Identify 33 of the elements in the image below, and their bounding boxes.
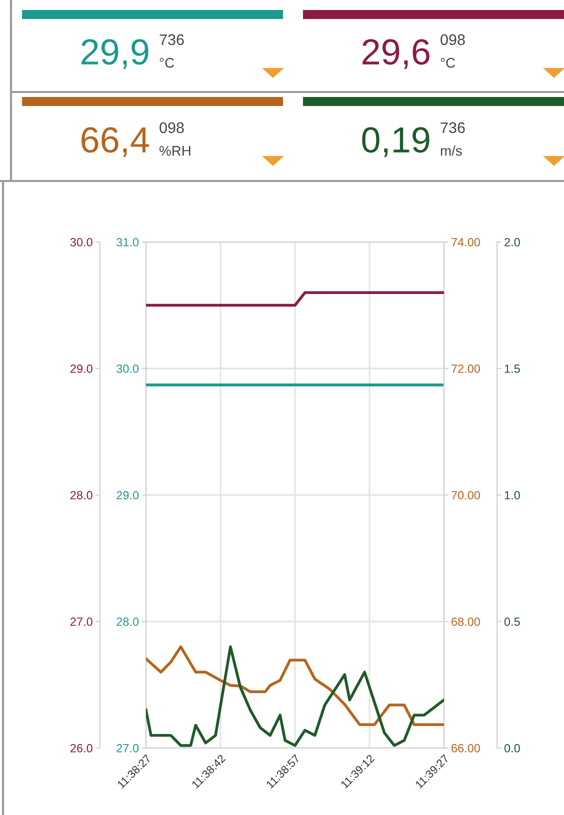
y-tick-label: 29.0	[70, 364, 92, 373]
y-tick-label: 30.0	[116, 364, 139, 373]
y2-tick-label: 74.00	[452, 238, 480, 246]
y-tick-label: 28.0	[70, 491, 92, 500]
text: 0,19	[362, 127, 430, 157]
y-tick-label: 26.0	[70, 744, 92, 752]
y-tick-label: 30.0	[70, 238, 92, 246]
y2-tick-label: 72.00	[452, 364, 480, 373]
text: %RH	[159, 146, 190, 156]
text: 736	[160, 34, 184, 46]
y-tick-label: 27.0	[116, 744, 139, 752]
text: 66,4	[82, 127, 149, 157]
text: 29,6	[362, 39, 430, 69]
y2-tick-label: 0.0	[504, 744, 520, 752]
y2-tick-label: 1.0	[504, 491, 520, 500]
y-tick-label: 31.0	[116, 238, 139, 246]
text: 098	[160, 122, 184, 134]
y2-tick-label: 2.0	[504, 238, 520, 246]
y2-tick-label: 1.5	[504, 364, 520, 373]
line-series	[146, 645, 444, 726]
y2-tick-label: 66.00	[452, 744, 480, 752]
y2-tick-label: 70.00	[452, 491, 480, 500]
text: 29,9	[82, 39, 148, 69]
y-tick-label: 27.0	[70, 618, 92, 626]
y-tick-label: 28.0	[116, 618, 139, 626]
text: m/s	[440, 146, 462, 156]
y2-tick-label: 0.5	[504, 618, 520, 626]
y2-tick-label: 68.00	[452, 618, 480, 626]
text: 098	[440, 34, 465, 46]
text: 736	[440, 122, 465, 134]
y-tick-label: 29.0	[116, 491, 139, 500]
text: °C	[440, 58, 456, 68]
text: °C	[160, 58, 174, 68]
